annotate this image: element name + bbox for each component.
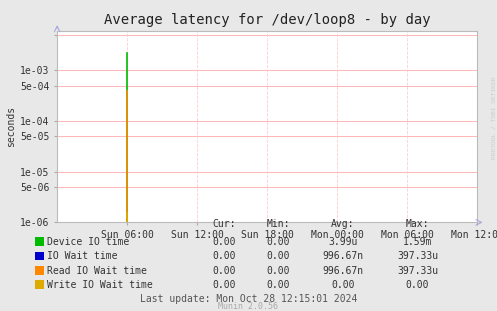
- Text: 0.00: 0.00: [266, 280, 290, 290]
- Text: Read IO Wait time: Read IO Wait time: [47, 266, 147, 276]
- Text: Last update: Mon Oct 28 12:15:01 2024: Last update: Mon Oct 28 12:15:01 2024: [140, 294, 357, 304]
- Text: 0.00: 0.00: [266, 237, 290, 247]
- Text: 0.00: 0.00: [212, 280, 236, 290]
- Text: Min:: Min:: [266, 219, 290, 229]
- Text: 0.00: 0.00: [266, 251, 290, 261]
- Text: Cur:: Cur:: [212, 219, 236, 229]
- Text: 0.00: 0.00: [266, 266, 290, 276]
- Text: 996.67n: 996.67n: [323, 266, 363, 276]
- Text: 0.00: 0.00: [406, 280, 429, 290]
- Text: 397.33u: 397.33u: [397, 266, 438, 276]
- Text: 1.59m: 1.59m: [403, 237, 432, 247]
- Text: 0.00: 0.00: [212, 266, 236, 276]
- Text: 996.67n: 996.67n: [323, 251, 363, 261]
- Text: 0.00: 0.00: [212, 237, 236, 247]
- Text: 0.00: 0.00: [331, 280, 355, 290]
- Text: Device IO time: Device IO time: [47, 237, 129, 247]
- Text: RRDTOOL / TOBI OETIKER: RRDTOOL / TOBI OETIKER: [491, 77, 496, 160]
- Text: 397.33u: 397.33u: [397, 251, 438, 261]
- Text: Max:: Max:: [406, 219, 429, 229]
- Y-axis label: seconds: seconds: [6, 106, 16, 147]
- Text: 0.00: 0.00: [212, 251, 236, 261]
- Title: Average latency for /dev/loop8 - by day: Average latency for /dev/loop8 - by day: [104, 13, 430, 27]
- Text: IO Wait time: IO Wait time: [47, 251, 118, 261]
- Text: Munin 2.0.56: Munin 2.0.56: [219, 302, 278, 311]
- Text: 3.99u: 3.99u: [328, 237, 358, 247]
- Text: Avg:: Avg:: [331, 219, 355, 229]
- Text: Write IO Wait time: Write IO Wait time: [47, 280, 153, 290]
